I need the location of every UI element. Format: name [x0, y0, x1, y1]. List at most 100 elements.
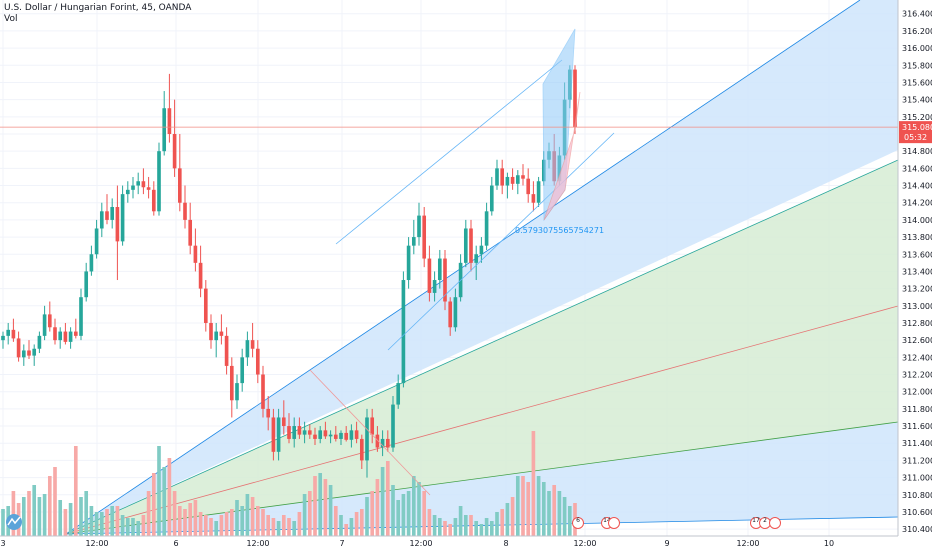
candle-body [235, 383, 239, 401]
volume-bar [567, 506, 572, 536]
candle-body [417, 215, 421, 238]
volume-bar [235, 500, 239, 536]
fan-line [65, 305, 899, 535]
candle-body [422, 215, 427, 259]
volume-bar [162, 467, 167, 536]
y-tick-label: 314.600 [902, 164, 932, 173]
volume-bar [396, 500, 401, 536]
event-marker[interactable]: 17 [750, 517, 762, 529]
y-tick-label: 315.800 [902, 61, 932, 70]
candle-body [84, 271, 89, 298]
volume-bar [203, 515, 208, 536]
candle-body [120, 194, 125, 242]
candle-body [94, 228, 99, 255]
candle-body [479, 245, 484, 255]
volume-bar [21, 497, 26, 536]
y-tick-label: 310.600 [902, 508, 932, 517]
flag-icon [608, 517, 620, 529]
candle-body [58, 331, 63, 341]
volume-bar [125, 518, 130, 536]
volume-bar [562, 497, 567, 536]
candle-body [287, 426, 291, 439]
volume-bar [417, 482, 421, 536]
x-tick-label: 12:00 [409, 539, 432, 548]
candle-body [53, 327, 57, 341]
candle-body [21, 350, 26, 358]
volume-bar [531, 431, 536, 536]
candle-body [266, 408, 271, 418]
volume-bar [521, 476, 525, 536]
candle-body [89, 254, 94, 272]
volume-bar [42, 494, 47, 536]
event-marker[interactable]: 2 [759, 517, 771, 529]
candle-body [255, 348, 260, 375]
volume-bar [380, 467, 385, 536]
gann-fan [65, 0, 899, 535]
y-tick-label: 312.400 [902, 353, 932, 362]
volume-bar [219, 515, 224, 536]
y-tick-label: 313.600 [902, 250, 932, 259]
volume-bar [328, 485, 333, 536]
candle-body [448, 301, 453, 328]
volume-bar [1, 509, 5, 536]
volume-bar [120, 515, 125, 536]
y-tick-label: 314.400 [902, 182, 932, 191]
candle-body [6, 329, 11, 336]
diagonal-line [309, 369, 431, 496]
candle-body [131, 185, 135, 190]
volume-bar [385, 461, 390, 536]
volume-bar [427, 509, 432, 536]
candle-body [313, 434, 317, 439]
volume-bar [151, 473, 156, 536]
volume-bar [276, 521, 281, 536]
candle-body [510, 176, 515, 184]
price-axis[interactable]: 316.400 316.200 316.000 315.800 315.600 315.4… [897, 0, 932, 536]
y-tick-label: 310.400 [902, 525, 932, 534]
volume-bar [287, 518, 291, 536]
time-axis[interactable]: 3 12:00 6 12:00 7 12:00 8 12:00 9 12:00 10 [0, 535, 898, 548]
symbol-title: U.S. Dollar / Hungarian Forint, 45, OAND… [4, 3, 192, 13]
event-markers[interactable]: 6 14 17 2 [572, 517, 781, 529]
candle-body [209, 322, 213, 341]
candle-body [214, 331, 219, 341]
candle-body [302, 430, 307, 435]
volume-bar [437, 518, 442, 536]
candle-body [136, 181, 141, 186]
candle-body [396, 383, 401, 405]
volume-bar [401, 494, 406, 536]
x-tick-label: 3 [0, 539, 5, 548]
y-tick-label: 312.800 [902, 319, 932, 328]
candle-body [432, 280, 437, 293]
candle-body [370, 417, 375, 435]
volume-bar [359, 509, 364, 536]
candle-body [271, 417, 276, 452]
y-tick-label: 311.400 [902, 439, 932, 448]
y-tick-label: 311.200 [902, 456, 932, 465]
volume-bar [73, 446, 78, 536]
volume-bar [193, 500, 198, 536]
candle-body [240, 357, 245, 384]
volume-bar [32, 485, 37, 536]
candle-body [177, 168, 182, 203]
y-tick-label: 315.600 [902, 78, 932, 87]
volume-bar [474, 521, 479, 536]
candle-body [27, 350, 31, 356]
y-tick-label: 314.200 [902, 199, 932, 208]
candle-body [250, 340, 255, 349]
volume-bar [79, 497, 83, 536]
candle-body [380, 438, 385, 448]
volume-bar [313, 476, 317, 536]
y-tick-label: 316.400 [902, 10, 932, 19]
fan-line [65, 0, 861, 535]
event-marker[interactable]: 6 [572, 517, 584, 529]
event-marker-label: 14 [603, 517, 611, 524]
volume-bar [349, 518, 354, 536]
candle-body [365, 417, 369, 461]
volume-bar [307, 491, 312, 536]
y-tick-label: 312.600 [902, 336, 932, 345]
candle-body [500, 168, 505, 186]
volume-bar [261, 509, 265, 536]
volume-bar [131, 518, 135, 536]
x-tick-label: 6 [173, 539, 178, 548]
